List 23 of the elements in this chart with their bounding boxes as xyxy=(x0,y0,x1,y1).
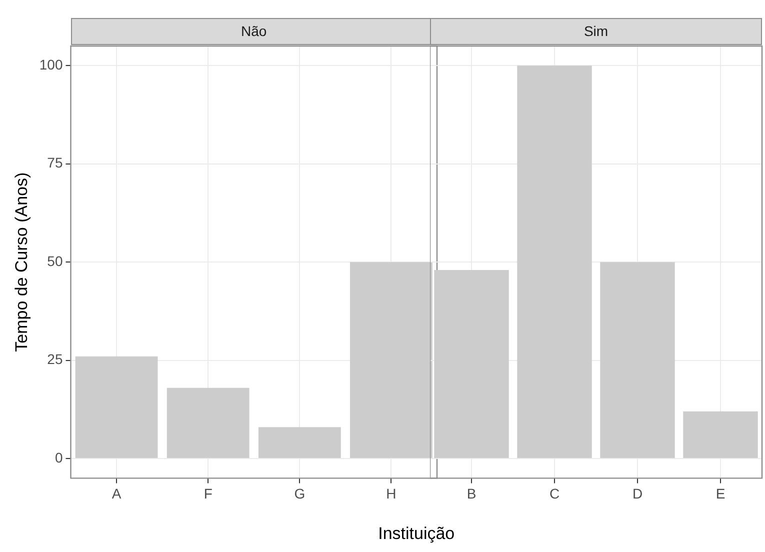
bar xyxy=(166,388,250,458)
y-axis-title: Tempo de Curso (Anos) xyxy=(12,172,31,352)
bar xyxy=(683,411,758,458)
y-tick-label: 100 xyxy=(39,56,63,73)
y-tick-label: 50 xyxy=(47,252,63,269)
bar xyxy=(258,427,341,458)
x-tick-label: H xyxy=(386,485,396,502)
x-tick-label: C xyxy=(549,485,560,502)
x-tick-label: A xyxy=(112,485,122,502)
chart-title: Não xyxy=(70,18,437,45)
y-tick-label: 75 xyxy=(47,154,63,171)
bar xyxy=(600,262,675,458)
x-tick-label: E xyxy=(716,485,726,502)
x-tick-label: G xyxy=(294,485,306,502)
y-tick-label: 0 xyxy=(54,449,63,466)
x-axis-title: Instituição xyxy=(377,524,456,544)
chart-title: Sim xyxy=(430,18,762,45)
x-tick-label: F xyxy=(204,485,212,502)
bar xyxy=(75,356,158,458)
bar xyxy=(517,66,592,458)
x-tick-label: D xyxy=(632,485,643,502)
x-tick-label: B xyxy=(466,485,476,502)
y-tick-label: 25 xyxy=(47,351,63,368)
